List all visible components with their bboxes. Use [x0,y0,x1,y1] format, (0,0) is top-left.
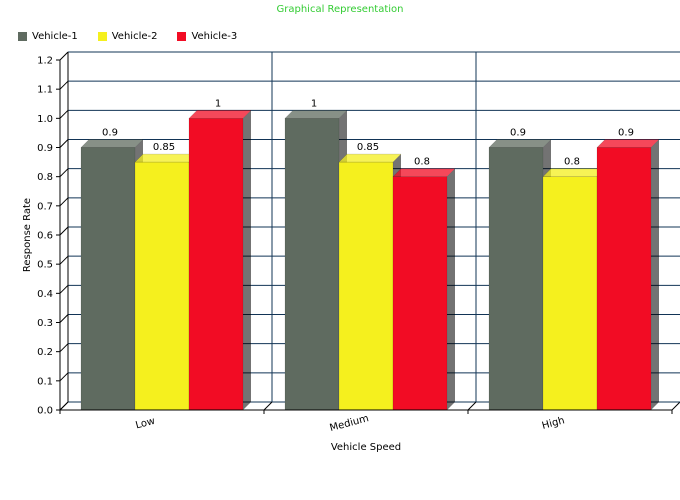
gridline-depth [59,168,69,178]
gridline-depth [59,284,69,294]
x-tick-label: High [541,415,566,432]
y-tick-label: 0.4 [37,289,53,300]
bar [134,161,190,411]
y-tick-label: 1.1 [37,85,53,96]
y-tick-label: 0.0 [37,406,53,417]
legend: Vehicle-1 Vehicle-2 Vehicle-3 [18,31,257,42]
gridline-depth [59,80,69,90]
data-label-bg [408,155,436,167]
data-label: 0.85 [357,142,379,153]
y-tick-label: 0.1 [37,376,53,387]
chart-title: Graphical Representation [276,4,404,15]
y-tick-label: 0.8 [37,172,53,183]
bar-side [243,110,251,410]
bar [542,176,598,411]
bar [188,118,244,411]
bar-top [596,139,660,148]
floor-divider [467,401,477,411]
gridline-depth [59,109,69,119]
legend-swatch-vehicle-1 [18,32,27,41]
gridline-depth [59,139,69,148]
gridline-depth [59,343,69,353]
gridline-depth [59,226,69,236]
data-label: 1 [311,98,317,109]
gridline-depth [59,401,69,411]
data-label-bg [504,126,532,138]
y-tick-label: 1.2 [37,56,53,67]
y-tick-label: 0.9 [37,143,53,154]
bar-top [80,139,144,148]
legend-swatch-vehicle-2 [97,32,107,41]
data-label-bg [204,97,232,109]
y-tick-label: 0.6 [37,231,53,242]
legend-label-vehicle-3: Vehicle-3 [191,31,238,42]
data-label: 0.9 [510,128,526,139]
gridline-depth [59,314,69,323]
data-label-bg [300,97,328,109]
x-tick-label: Low [134,416,156,432]
gridline-depth [59,197,69,207]
y-tick-label: 0.3 [37,318,53,329]
floor-divider [263,401,273,411]
legend-item-vehicle-3: Vehicle-3 [177,31,237,42]
bar [80,147,136,411]
data-label: 0.8 [414,157,430,168]
bar-top [338,153,402,163]
y-tick-label: 1.0 [37,114,53,125]
data-label: 1 [215,98,221,109]
data-label-bg [354,141,382,153]
legend-label-vehicle-1: Vehicle-1 [32,31,78,42]
legend-item-vehicle-2: Vehicle-2 [97,31,158,42]
gridline-depth [59,51,69,61]
bar [284,118,340,411]
legend-label-vehicle-2: Vehicle-2 [111,31,158,42]
y-tick-label: 0.5 [37,260,53,271]
legend-item-vehicle-1: Vehicle-1 [18,31,78,42]
bar-top [188,110,252,119]
bar-top [542,168,606,177]
x-tick-label: Medium [329,413,370,434]
bar-side [651,139,659,410]
data-label-bg [150,141,178,153]
data-label: 0.9 [618,128,634,139]
data-label: 0.8 [564,157,580,168]
x-axis-title: Vehicle Speed [331,442,401,453]
data-label: 0.85 [153,142,175,153]
data-label-bg [96,126,124,138]
bar-top [284,110,348,119]
bar-top [134,153,198,163]
data-label-bg [558,155,586,167]
bar-side [447,168,455,410]
gridline-depth [59,255,69,265]
gridline-depth [59,372,69,382]
bar [338,161,394,411]
data-label: 0.9 [102,128,118,139]
bar-top [392,168,456,177]
bar [596,147,652,411]
y-tick-label: 0.7 [37,201,53,212]
bar [392,176,448,411]
legend-swatch-vehicle-3 [177,32,187,41]
data-label-bg [612,126,640,138]
y-axis-title: Response Rate [22,198,33,272]
bar-top [488,139,552,148]
bar [488,147,544,411]
y-tick-label: 0.2 [37,347,53,358]
